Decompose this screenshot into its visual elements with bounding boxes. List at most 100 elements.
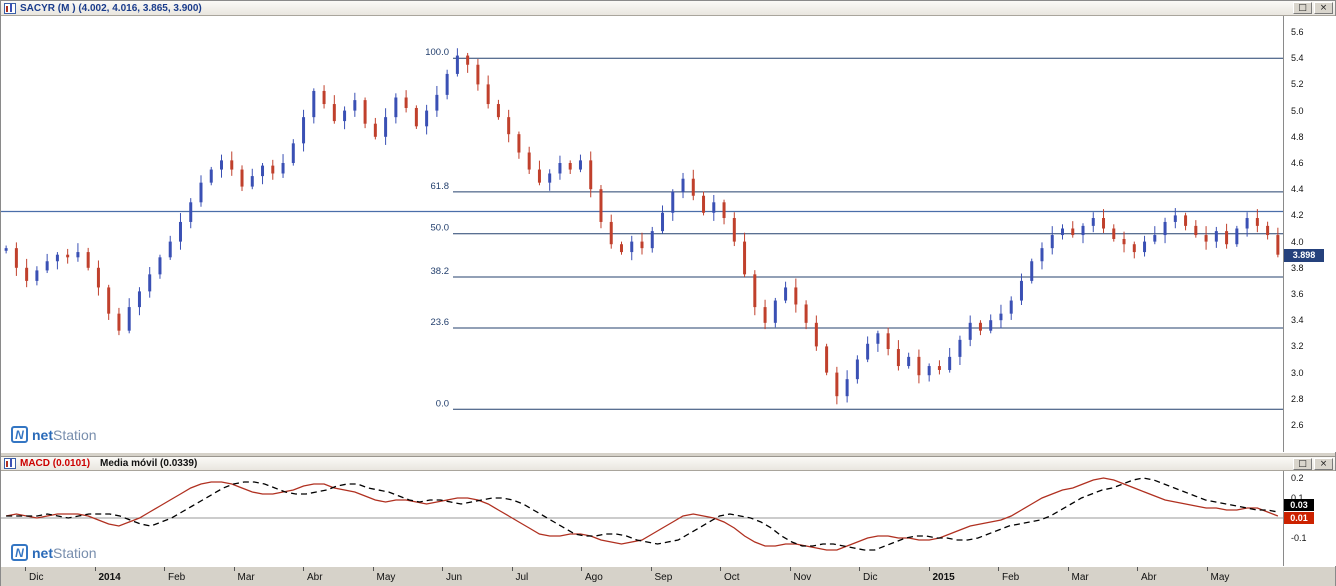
time-axis-tick — [164, 567, 165, 571]
time-axis-tick — [789, 567, 791, 571]
candle-body — [896, 349, 900, 367]
candle-body — [1060, 228, 1064, 236]
candle-body — [999, 313, 1003, 321]
netstation-watermark: N netStation — [11, 426, 97, 443]
candle-body — [281, 163, 285, 174]
candle-body — [189, 202, 193, 222]
candle-body — [66, 254, 70, 258]
candle-body — [722, 202, 726, 219]
candle-body — [1122, 238, 1126, 245]
price-chart-canvas[interactable]: 100.0 61.8 50.0 38.2 23.6 0.0 — [1, 16, 1283, 452]
candle-body — [548, 173, 552, 183]
candle-body — [1081, 225, 1085, 236]
fib-level-label: 0.0 — [436, 398, 449, 409]
candle-body — [127, 307, 131, 331]
price-axis-label: 3.2 — [1291, 341, 1304, 352]
price-axis-label: 5.4 — [1291, 53, 1304, 64]
time-axis-tick — [928, 567, 930, 571]
candle-body — [425, 110, 429, 127]
candle-body — [958, 339, 962, 357]
time-axis[interactable]: Dic 2014 Feb Mar Abr May Jun Jul Ago Sep Oct Nov Dic… — [1, 566, 1335, 586]
time-axis-tick — [303, 567, 304, 571]
macd-signal-value-tag: 0.03 — [1284, 499, 1314, 511]
candle-body — [907, 356, 911, 367]
time-axis-tick — [442, 567, 443, 571]
panel-close-button[interactable]: × — [1314, 2, 1333, 14]
candle-body — [1184, 215, 1188, 226]
candle-body — [209, 169, 213, 183]
candle-body — [763, 307, 767, 323]
candle-body — [455, 55, 459, 74]
macd-axis-label: 0.1 — [1291, 493, 1304, 503]
candle-body — [702, 195, 706, 213]
candle-body — [578, 160, 582, 170]
candle-body — [1102, 218, 1106, 229]
fib-level-label: 38.2 — [431, 266, 450, 277]
candle-body — [1235, 228, 1239, 245]
candle-body — [107, 287, 111, 314]
candle-body — [435, 94, 439, 111]
candle-body — [1132, 244, 1136, 253]
time-axis-tick — [581, 567, 582, 571]
candle-body — [1255, 218, 1259, 226]
candle-body — [271, 165, 275, 174]
candle-body — [137, 291, 141, 308]
candle-body — [168, 241, 172, 258]
candle-body — [466, 55, 470, 65]
time-axis-tick — [25, 567, 26, 571]
candle-body — [855, 359, 859, 380]
candle-body — [250, 176, 254, 187]
candle-body — [86, 252, 90, 268]
macd-axis-label: -0.1 — [1291, 533, 1307, 543]
fib-retracement[interactable]: 100.0 61.8 50.0 38.2 23.6 0.0 — [425, 47, 1283, 410]
time-axis-label: Dic — [29, 572, 44, 583]
panel-maximize-button[interactable]: □ — [1293, 2, 1312, 14]
candle-body — [804, 304, 808, 323]
time-axis-tick — [859, 567, 860, 571]
candle-body — [96, 267, 100, 288]
panel-splitter[interactable] — [1, 452, 1335, 457]
fib-level-label: 100.0 — [425, 47, 449, 58]
time-axis-label: Nov — [793, 572, 812, 583]
candle-body — [968, 322, 972, 340]
netstation-logo-icon: N — [11, 544, 28, 561]
panel-maximize-button[interactable]: □ — [1293, 458, 1312, 470]
candle-body — [517, 134, 521, 153]
netstation-watermark: N netStation — [11, 544, 97, 561]
candle-body — [784, 287, 788, 301]
time-axis-label: 2014 — [98, 572, 121, 583]
candle-body — [1214, 231, 1218, 242]
time-axis-label: May — [1210, 572, 1230, 583]
candle-body — [537, 169, 541, 183]
candle-body — [712, 202, 716, 213]
candle-body — [1194, 225, 1198, 236]
price-axis-label: 3.6 — [1291, 289, 1304, 299]
candle-body — [1071, 228, 1075, 236]
candle-body — [825, 346, 829, 373]
candle-body — [1153, 235, 1157, 242]
time-axis-label: Ago — [585, 572, 603, 583]
time-axis-label: Feb — [168, 572, 186, 583]
candle-body — [937, 366, 941, 370]
candle-body — [178, 221, 182, 242]
price-axis-label: 3.8 — [1291, 262, 1304, 273]
price-axis-label: 4.8 — [1291, 131, 1304, 142]
candle-body — [671, 191, 675, 213]
candle-body — [1050, 235, 1054, 249]
time-axis-label: Mar — [1071, 572, 1089, 583]
candle-body — [373, 123, 377, 137]
candle-body — [35, 270, 39, 281]
price-axis-label: 4.6 — [1291, 158, 1304, 168]
candle-body — [158, 257, 162, 275]
candle-body — [230, 160, 234, 170]
macd-panel-titlebar: MACD (0.0101) Media móvil (0.0339) □ × — [1, 457, 1335, 471]
candle-body — [599, 189, 603, 222]
candle-body — [886, 333, 890, 350]
time-axis-tick — [372, 567, 374, 571]
panel-close-button[interactable]: × — [1314, 458, 1333, 470]
candle-body — [507, 117, 511, 135]
candle-body — [220, 160, 224, 170]
macd-chart-canvas[interactable] — [1, 471, 1283, 566]
candle-body — [363, 100, 367, 124]
